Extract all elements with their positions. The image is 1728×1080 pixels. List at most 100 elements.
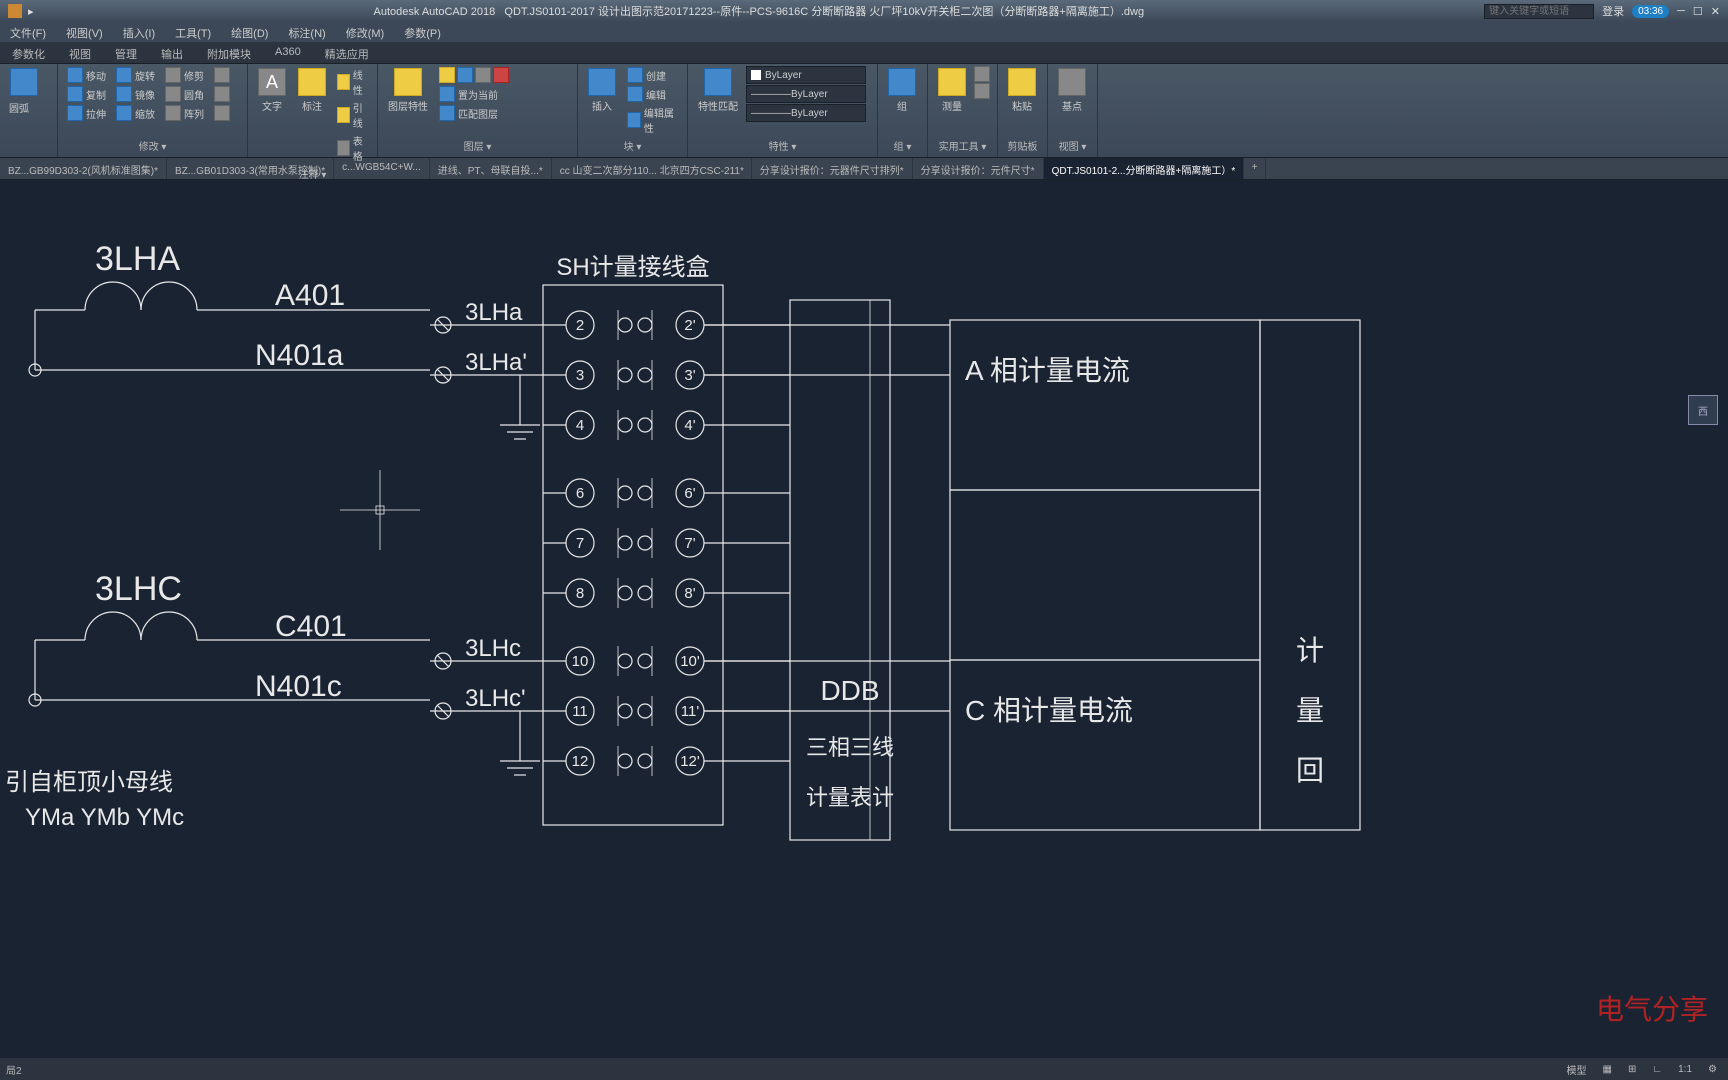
create-block-button[interactable]: 创建 bbox=[624, 66, 681, 84]
scale-icon bbox=[116, 105, 132, 121]
ribbon-tab[interactable]: 管理 bbox=[103, 42, 149, 63]
panel-label[interactable]: 修改 ▾ bbox=[64, 136, 241, 155]
ribbon-tab[interactable]: A360 bbox=[263, 42, 313, 63]
trim-button[interactable]: 修剪 bbox=[162, 66, 207, 84]
mirror-button[interactable]: 镜像 bbox=[113, 85, 158, 103]
edit-block-button[interactable]: 编辑 bbox=[624, 85, 681, 103]
copy-button[interactable]: 复制 bbox=[64, 85, 109, 103]
group-button[interactable]: 组 bbox=[884, 66, 920, 115]
ortho-toggle[interactable]: ∟ bbox=[1647, 1062, 1667, 1077]
model-button[interactable]: 模型 bbox=[1561, 1060, 1591, 1079]
ribbon-tab[interactable]: 输出 bbox=[149, 42, 195, 63]
panel-label[interactable]: 特性 ▾ bbox=[694, 136, 871, 155]
menu-modify[interactable]: 修改(M) bbox=[336, 22, 395, 42]
leader-button[interactable]: 引线 bbox=[334, 99, 371, 131]
settings-icon[interactable]: ⚙ bbox=[1703, 1062, 1722, 1077]
login-link[interactable]: 登录 bbox=[1602, 3, 1624, 19]
svg-text:6: 6 bbox=[576, 485, 584, 502]
doc-tab[interactable]: c...WGB54C+W... bbox=[334, 158, 430, 179]
view-cube[interactable]: 西 bbox=[1688, 395, 1718, 425]
panel-label bbox=[6, 151, 51, 155]
help-search[interactable] bbox=[1484, 4, 1594, 19]
menu-file[interactable]: 文件(F) bbox=[0, 22, 56, 42]
set-current-button[interactable]: 置为当前 bbox=[436, 85, 512, 103]
edit-attr-button[interactable]: 编辑属性 bbox=[624, 104, 681, 136]
panel-label[interactable]: 剪贴板 bbox=[1004, 136, 1041, 155]
insert-button[interactable]: 插入 bbox=[584, 66, 620, 115]
text-button[interactable]: A文字 bbox=[254, 66, 290, 115]
menu-param[interactable]: 参数(P) bbox=[394, 22, 451, 42]
basepoint-button[interactable]: 基点 bbox=[1054, 66, 1090, 115]
svg-text:2': 2' bbox=[684, 317, 695, 334]
scale-display[interactable]: 1:1 bbox=[1673, 1062, 1697, 1077]
menu-insert[interactable]: 插入(I) bbox=[113, 22, 165, 42]
draw-arc-button[interactable]: 圆弧 bbox=[6, 99, 42, 116]
window-close-icon[interactable]: ✕ bbox=[1711, 5, 1720, 18]
menu-dim[interactable]: 标注(N) bbox=[278, 22, 335, 42]
panel-label[interactable]: 视图 ▾ bbox=[1054, 136, 1091, 155]
svg-text:3LHC: 3LHC bbox=[95, 570, 182, 608]
lineweight-combo[interactable]: ———— ByLayer bbox=[746, 85, 866, 103]
fillet-button[interactable]: 圆角 bbox=[162, 85, 207, 103]
match-layer-button[interactable]: 匹配图层 bbox=[436, 104, 512, 122]
array-button[interactable]: 阵列 bbox=[162, 104, 207, 122]
window-min-icon[interactable]: ─ bbox=[1677, 5, 1685, 17]
extra1-icon bbox=[214, 67, 230, 83]
ribbon-tab[interactable]: 精选应用 bbox=[313, 42, 381, 63]
doc-tab[interactable]: 分享设计报价：元器件尺寸排列* bbox=[752, 158, 913, 179]
ribbon-tab[interactable]: 视图 bbox=[57, 42, 103, 63]
window-max-icon[interactable]: ☐ bbox=[1693, 5, 1703, 18]
util-icon[interactable] bbox=[974, 83, 990, 99]
match-props-button[interactable]: 特性匹配 bbox=[694, 66, 742, 115]
svg-text:C401: C401 bbox=[275, 610, 347, 643]
doc-tab[interactable]: 进线、PT、母联自投...* bbox=[430, 158, 552, 179]
linetype-combo[interactable]: ———— ByLayer bbox=[746, 104, 866, 122]
svg-text:YMa YMb YMc: YMa YMb YMc bbox=[25, 804, 184, 831]
doc-tab[interactable]: QDT.JS0101-2...分断断路器+隔离施工）* bbox=[1044, 158, 1244, 179]
ribbon-tab[interactable]: 附加模块 bbox=[195, 42, 263, 63]
ribbon-tab[interactable]: 参数化 bbox=[0, 42, 57, 63]
svg-text:12: 12 bbox=[572, 753, 589, 770]
menu-draw[interactable]: 绘图(D) bbox=[221, 22, 278, 42]
status-bar: 局2 模型 ▦ ⊞ ∟ 1:1 ⚙ bbox=[0, 1058, 1728, 1080]
util-icon[interactable] bbox=[974, 66, 990, 82]
color-combo[interactable]: ByLayer bbox=[746, 66, 866, 84]
grid-toggle[interactable]: ▦ bbox=[1597, 1062, 1616, 1077]
doc-tab[interactable]: BZ...GB99D303-2(风机标准图集)* bbox=[0, 158, 167, 179]
dim-button[interactable]: 标注 bbox=[294, 66, 330, 115]
menu-tools[interactable]: 工具(T) bbox=[165, 22, 221, 42]
panel-label[interactable]: 图层 ▾ bbox=[384, 136, 571, 155]
scale-button[interactable]: 缩放 bbox=[113, 104, 158, 122]
stretch-button[interactable]: 拉伸 bbox=[64, 104, 109, 122]
extra2-button[interactable] bbox=[211, 85, 233, 103]
svg-text:3LHc': 3LHc' bbox=[465, 685, 526, 712]
snap-toggle[interactable]: ⊞ bbox=[1623, 1062, 1641, 1077]
doc-tab[interactable]: cc 山变二次部分110... 北京四方CSC-211* bbox=[552, 158, 752, 179]
layer-combo[interactable] bbox=[436, 66, 512, 84]
menu-view[interactable]: 视图(V) bbox=[56, 22, 113, 42]
linear-button[interactable]: 线性 bbox=[334, 66, 371, 98]
drawing-canvas[interactable]: 3LHAA4013LHaN401a3LHa'3LHCC4013LHcN401c3… bbox=[0, 180, 1728, 1058]
svg-text:A 相计量电流: A 相计量电流 bbox=[965, 355, 1130, 386]
paste-button[interactable]: 粘贴 bbox=[1004, 66, 1040, 115]
measure-icon bbox=[938, 68, 966, 96]
extra3-icon bbox=[214, 105, 230, 121]
draw-line-button[interactable] bbox=[6, 66, 42, 98]
svg-text:计: 计 bbox=[1296, 635, 1324, 666]
layer-props-button[interactable]: 图层特性 bbox=[384, 66, 432, 115]
current-icon bbox=[439, 86, 455, 102]
edit-icon bbox=[627, 86, 643, 102]
doc-tab[interactable]: 分享设计报价：元件尺寸* bbox=[913, 158, 1044, 179]
bulb-icon bbox=[439, 67, 455, 83]
doc-tab[interactable]: BZ...GB01D303-3(常用水泵控制)* bbox=[167, 158, 334, 179]
panel-label[interactable]: 块 ▾ bbox=[584, 136, 681, 155]
measure-button[interactable]: 测量 bbox=[934, 66, 970, 115]
panel-label[interactable]: 实用工具 ▾ bbox=[934, 136, 991, 155]
extra3-button[interactable] bbox=[211, 104, 233, 122]
svg-text:A401: A401 bbox=[275, 279, 345, 312]
panel-label[interactable]: 组 ▾ bbox=[884, 136, 921, 155]
rotate-button[interactable]: 旋转 bbox=[113, 66, 158, 84]
extra1-button[interactable] bbox=[211, 66, 233, 84]
move-button[interactable]: 移动 bbox=[64, 66, 109, 84]
new-tab-button[interactable]: + bbox=[1244, 158, 1267, 179]
